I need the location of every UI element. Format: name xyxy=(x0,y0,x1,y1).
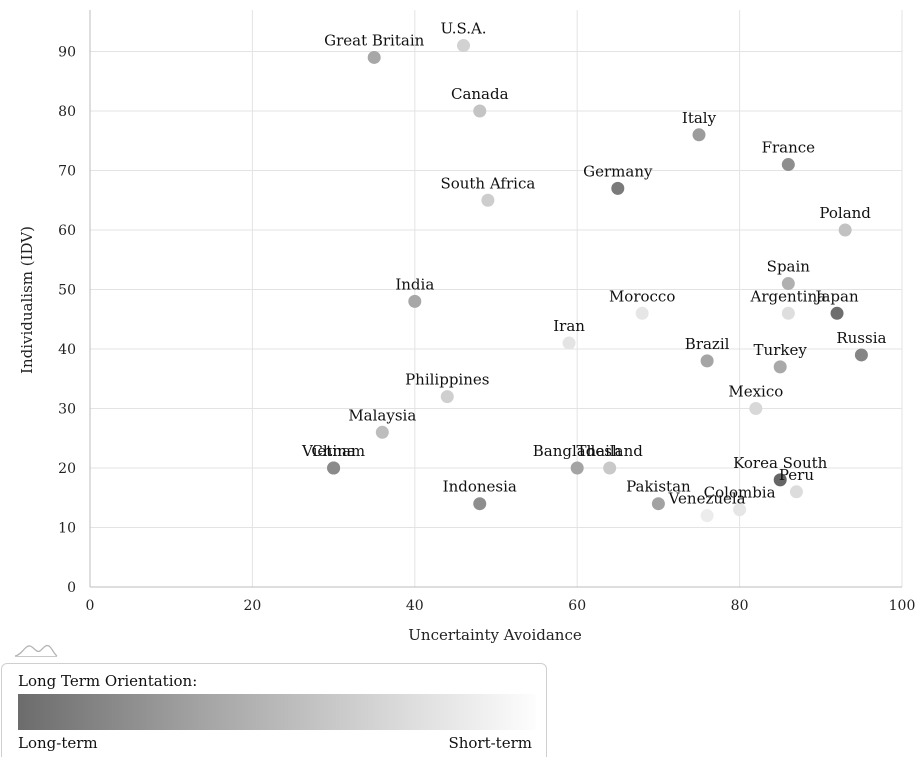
point-label: Spain xyxy=(767,258,811,276)
x-tick-label: 0 xyxy=(86,598,95,614)
x-tick-label: 60 xyxy=(568,598,586,614)
x-axis-title: Uncertainty Avoidance xyxy=(408,626,582,644)
axes: 0 20 40 60 80 100 0 10 20 30 40 50 60 70 80 90 xyxy=(58,10,915,614)
y-tick-label: 60 xyxy=(58,223,76,239)
point-label: Great Britain xyxy=(324,31,425,49)
point-label: Thailand xyxy=(576,442,643,460)
point-label: Canada xyxy=(451,85,509,103)
point-label: Bangladesh xyxy=(533,442,622,460)
data-point[interactable] xyxy=(440,390,454,404)
y-axis-title: Individualism (IDV) xyxy=(18,226,36,374)
point-label: Argentina xyxy=(750,287,827,305)
data-point[interactable] xyxy=(781,158,795,172)
data-point[interactable] xyxy=(700,354,714,368)
point-label: Philippines xyxy=(405,371,489,389)
point-label: Malaysia xyxy=(348,406,416,424)
data-point[interactable] xyxy=(635,306,649,320)
y-tick-label: 80 xyxy=(58,104,76,120)
data-point[interactable] xyxy=(473,104,487,118)
legend-title: Long Term Orientation: xyxy=(18,672,198,690)
point-label: India xyxy=(395,275,434,293)
point-label: Venezuela xyxy=(668,490,746,508)
data-point[interactable] xyxy=(375,425,389,439)
point-label: Italy xyxy=(682,109,717,127)
data-point[interactable] xyxy=(838,223,852,237)
x-tick-label: 100 xyxy=(889,598,916,614)
legend-right-label: Short-term xyxy=(448,734,532,752)
point-label: Germany xyxy=(583,162,653,180)
point-label: Mexico xyxy=(728,383,783,401)
y-tick-label: 90 xyxy=(58,45,76,61)
data-point[interactable] xyxy=(749,402,763,415)
color-legend: Long Term Orientation: Long-term Short-t… xyxy=(1,663,547,757)
y-tick-label: 0 xyxy=(67,580,76,596)
scatter-chart: 0 20 40 60 80 100 0 10 20 30 40 50 60 70 80 90 U.S.A. Gr… xyxy=(18,10,915,644)
chart-logo-icon xyxy=(14,644,58,657)
point-label: Poland xyxy=(819,204,871,222)
point-label: Turkey xyxy=(754,341,808,359)
point-label: Indonesia xyxy=(443,478,517,496)
point-label: Vietnam xyxy=(301,442,365,460)
data-point[interactable] xyxy=(700,509,714,523)
point-labels: U.S.A. Great Britain Canada Italy France Germ… xyxy=(301,20,886,508)
data-point[interactable] xyxy=(457,39,471,53)
data-point[interactable] xyxy=(562,336,576,350)
y-tick-label: 10 xyxy=(58,521,76,537)
point-label: Japan xyxy=(813,287,859,305)
point-label: France xyxy=(762,139,816,157)
data-point[interactable] xyxy=(651,497,665,511)
data-point[interactable] xyxy=(830,306,844,320)
point-label: Brazil xyxy=(685,335,730,353)
x-tick-label: 80 xyxy=(731,598,749,614)
data-point[interactable] xyxy=(611,181,625,195)
data-point[interactable] xyxy=(692,128,706,142)
data-point[interactable] xyxy=(781,306,795,320)
point-label: Peru xyxy=(779,466,814,484)
data-point[interactable] xyxy=(327,461,341,475)
y-tick-label: 40 xyxy=(58,342,76,358)
data-points xyxy=(327,39,868,523)
legend-gradient-bar xyxy=(18,694,536,730)
data-point[interactable] xyxy=(603,461,617,475)
data-point[interactable] xyxy=(733,503,747,517)
y-tick-label: 50 xyxy=(58,283,76,299)
x-tick-label: 20 xyxy=(243,598,261,614)
legend-left-label: Long-term xyxy=(18,734,98,752)
point-label: China xyxy=(311,442,356,460)
point-label: U.S.A. xyxy=(440,20,486,38)
point-label: Iran xyxy=(553,317,585,335)
grid xyxy=(90,10,903,587)
point-label: Pakistan xyxy=(626,478,691,496)
data-point[interactable] xyxy=(854,348,868,362)
data-point[interactable] xyxy=(773,360,787,374)
data-point[interactable] xyxy=(781,277,795,291)
data-point[interactable] xyxy=(367,50,381,64)
y-tick-label: 20 xyxy=(58,461,76,477)
y-tick-label: 70 xyxy=(58,164,76,180)
data-point[interactable] xyxy=(473,497,487,511)
data-point[interactable] xyxy=(408,294,422,308)
point-label: Korea South xyxy=(733,454,828,472)
point-label: South Africa xyxy=(440,174,535,192)
data-point[interactable] xyxy=(481,193,495,207)
data-point[interactable] xyxy=(570,461,584,475)
data-point[interactable] xyxy=(789,485,803,499)
point-label: Russia xyxy=(836,329,886,347)
x-tick-label: 40 xyxy=(406,598,424,614)
data-point[interactable] xyxy=(773,473,787,487)
point-label: Colombia xyxy=(704,484,776,502)
y-tick-label: 30 xyxy=(58,402,76,418)
point-label: Morocco xyxy=(609,287,675,305)
